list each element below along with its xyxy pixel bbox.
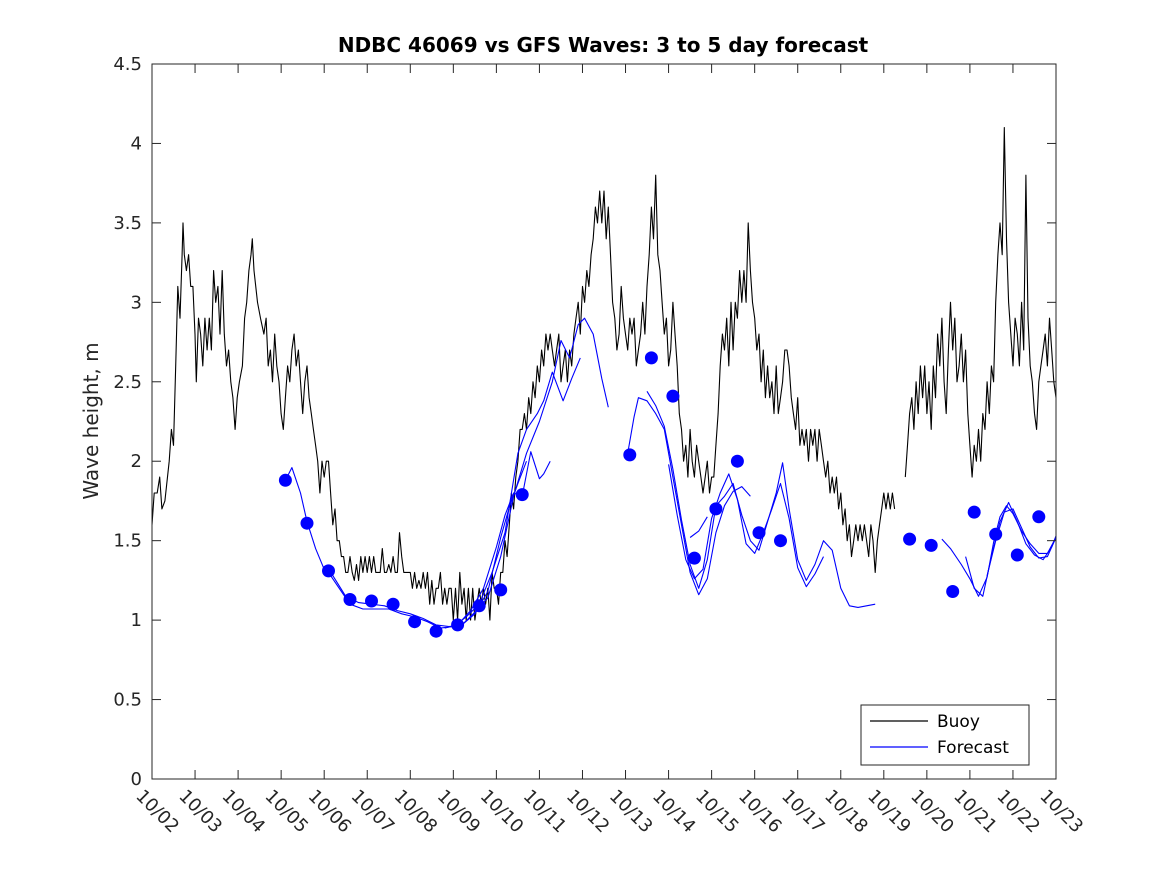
y-tick-label: 3 bbox=[131, 292, 142, 313]
x-tick-label: 10/07 bbox=[347, 786, 399, 838]
x-tick-label: 10/12 bbox=[562, 786, 614, 838]
y-axis-label: Wave height, m bbox=[79, 342, 103, 499]
forecast-marker-18 bbox=[730, 454, 744, 468]
x-tick-label: 10/16 bbox=[734, 786, 786, 838]
forecast-line-3 bbox=[444, 451, 551, 629]
forecast-marker-26 bbox=[1010, 548, 1024, 562]
forecast-line-11 bbox=[986, 508, 1056, 576]
x-tick-label: 10/02 bbox=[131, 786, 183, 838]
chart-title: NDBC 46069 vs GFS Waves: 3 to 5 day fore… bbox=[338, 33, 869, 57]
y-tick-label: 3.5 bbox=[113, 213, 142, 234]
forecast-line-8 bbox=[689, 516, 708, 538]
forecast-marker-23 bbox=[946, 585, 960, 598]
x-tick-label: 10/14 bbox=[648, 786, 700, 838]
forecast-marker-9 bbox=[451, 618, 465, 632]
x-tick-label: 10/23 bbox=[1035, 786, 1087, 838]
x-tick-label: 10/11 bbox=[519, 786, 571, 838]
y-tick-label: 1 bbox=[131, 610, 142, 631]
x-tick-label: 10/19 bbox=[863, 786, 915, 838]
forecast-marker-24 bbox=[967, 505, 981, 519]
forecast-marker-19 bbox=[752, 526, 766, 540]
legend-forecast-label: Forecast bbox=[937, 738, 1009, 758]
forecast-marker-25 bbox=[989, 527, 1003, 541]
x-tick-label: 10/10 bbox=[476, 786, 528, 838]
forecast-marker-21 bbox=[903, 532, 917, 546]
legend: Buoy Forecast bbox=[860, 704, 1030, 766]
forecast-marker-13 bbox=[623, 448, 637, 462]
forecast-marker-10 bbox=[472, 599, 486, 613]
forecast-marker-2 bbox=[300, 516, 314, 530]
y-tick-label: 2.5 bbox=[113, 372, 142, 393]
x-tick-label: 10/09 bbox=[433, 786, 485, 838]
y-tick-label: 2 bbox=[131, 451, 142, 472]
x-tick-label: 10/04 bbox=[218, 786, 270, 838]
buoy-series-line bbox=[152, 127, 1056, 621]
x-tick-label: 10/03 bbox=[175, 786, 227, 838]
x-tick-label: 10/20 bbox=[906, 786, 958, 838]
legend-buoy-label: Buoy bbox=[937, 712, 980, 732]
y-tick-label: 4 bbox=[131, 133, 142, 154]
y-tick-label: 4.5 bbox=[113, 54, 142, 75]
forecast-marker-8 bbox=[429, 624, 443, 638]
plot-area bbox=[152, 127, 1056, 638]
x-tick-label: 10/21 bbox=[949, 786, 1001, 838]
forecast-marker-1 bbox=[278, 473, 292, 487]
forecast-marker-5 bbox=[365, 594, 378, 608]
x-tick-label: 10/13 bbox=[605, 786, 657, 838]
forecast-marker-6 bbox=[386, 597, 400, 611]
forecast-line-2 bbox=[323, 357, 581, 629]
x-tick-label: 10/22 bbox=[992, 786, 1044, 838]
forecast-marker-14 bbox=[644, 351, 658, 365]
forecast-line-5 bbox=[627, 397, 751, 596]
forecast-line-10 bbox=[965, 501, 1056, 597]
x-tick-label: 10/15 bbox=[691, 786, 743, 838]
forecast-line-4 bbox=[461, 461, 528, 626]
forecast-marker-17 bbox=[709, 502, 723, 516]
x-tick-label: 10/18 bbox=[820, 786, 872, 838]
forecast-line-9 bbox=[941, 505, 1056, 597]
forecast-marker-12 bbox=[515, 488, 529, 502]
forecast-marker-15 bbox=[666, 389, 680, 403]
forecast-marker-22 bbox=[924, 538, 938, 552]
forecast-marker-11 bbox=[494, 583, 508, 597]
forecast-marker-4 bbox=[343, 593, 357, 606]
forecast-marker-16 bbox=[687, 551, 701, 565]
x-tick-label: 10/08 bbox=[390, 786, 442, 838]
y-tick-label: 0 bbox=[131, 769, 142, 790]
forecast-line-7 bbox=[668, 464, 824, 588]
y-tick-label: 1.5 bbox=[113, 531, 142, 552]
forecast-marker-20 bbox=[774, 534, 787, 548]
forecast-marker-27 bbox=[1032, 510, 1046, 524]
legend-box bbox=[860, 704, 1030, 766]
axes-box bbox=[151, 63, 1057, 780]
forecast-marker-3 bbox=[322, 564, 335, 578]
x-tick-label: 10/17 bbox=[777, 786, 829, 838]
y-tick-label: 0.5 bbox=[113, 690, 142, 711]
forecast-marker-7 bbox=[408, 615, 422, 629]
x-tick-label: 10/06 bbox=[304, 786, 356, 838]
x-tick-label: 10/05 bbox=[261, 786, 313, 838]
